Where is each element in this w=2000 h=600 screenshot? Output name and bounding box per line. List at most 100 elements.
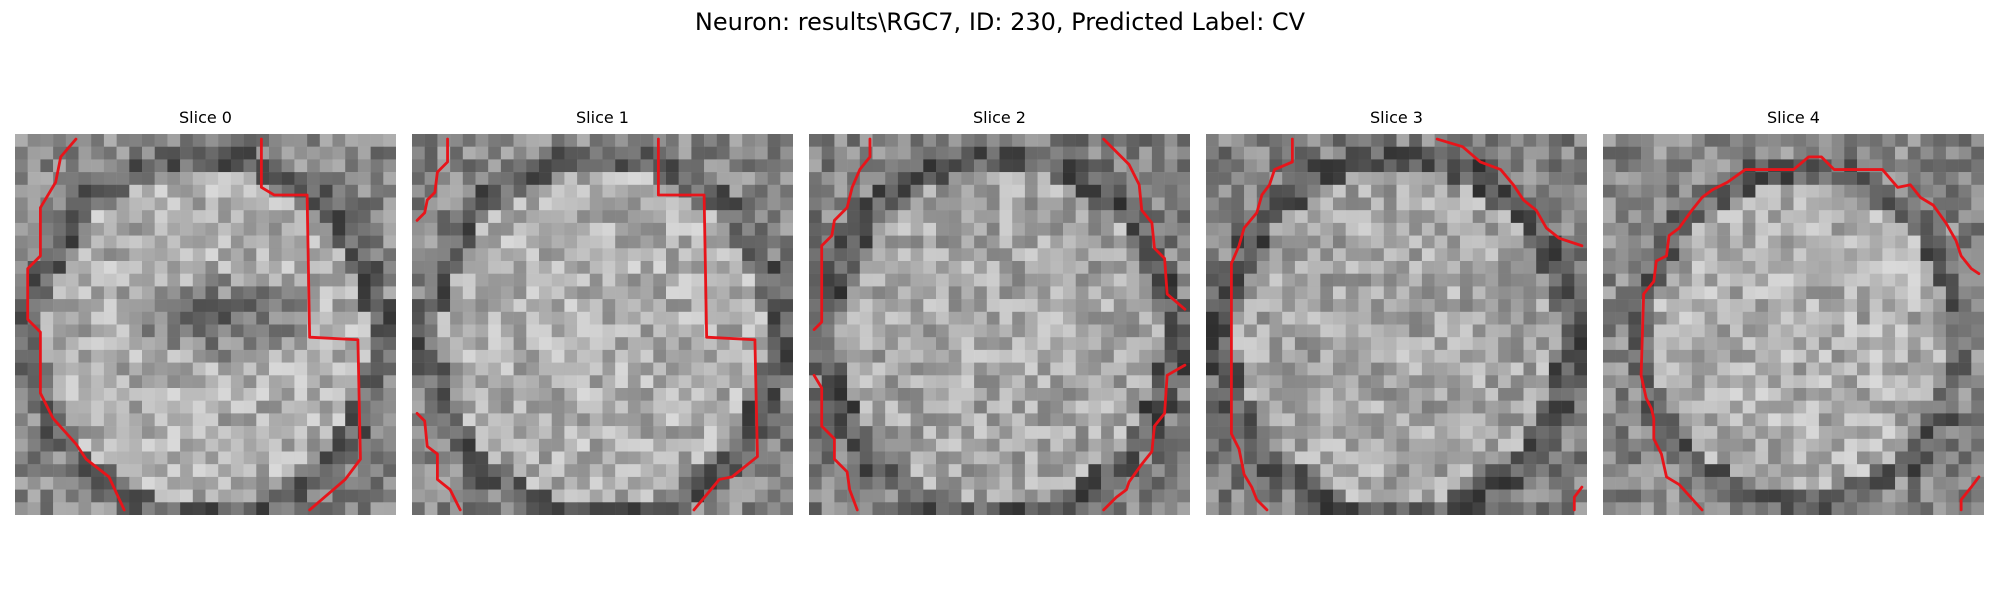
- image-pixel: [847, 210, 861, 224]
- image-pixel: [780, 438, 793, 452]
- image-pixel: [780, 134, 793, 147]
- image-pixel: [627, 235, 641, 249]
- image-pixel: [1536, 286, 1550, 300]
- image-pixel: [488, 248, 502, 262]
- image-pixel: [1383, 349, 1397, 363]
- image-pixel: [1383, 134, 1397, 147]
- image-pixel: [256, 324, 270, 338]
- image-pixel: [1421, 502, 1435, 515]
- image-pixel: [1075, 476, 1089, 490]
- image-pixel: [1113, 426, 1127, 440]
- image-pixel: [1447, 426, 1461, 440]
- image-pixel: [78, 134, 92, 147]
- image-pixel: [1907, 476, 1921, 490]
- image-pixel: [1345, 476, 1359, 490]
- image-pixel: [1933, 375, 1947, 389]
- image-pixel: [1548, 311, 1562, 325]
- image-pixel: [1691, 222, 1705, 236]
- image-pixel: [1434, 388, 1448, 401]
- image-pixel: [412, 349, 425, 363]
- image-pixel: [986, 413, 1000, 427]
- image-pixel: [589, 134, 603, 147]
- image-pixel: [1101, 146, 1115, 160]
- image-pixel: [754, 210, 768, 224]
- image-pixel: [1498, 273, 1512, 287]
- image-pixel: [1333, 222, 1346, 236]
- image-pixel: [1510, 438, 1524, 452]
- image-pixel: [269, 273, 282, 287]
- image-pixel: [1294, 134, 1308, 147]
- image-pixel: [1844, 197, 1858, 211]
- image-pixel: [716, 375, 730, 389]
- image-pixel: [767, 159, 781, 173]
- image-pixel: [269, 502, 282, 515]
- image-pixel: [1320, 134, 1334, 147]
- image-pixel: [40, 502, 54, 515]
- image-pixel: [1574, 502, 1587, 515]
- image-pixel: [383, 222, 396, 236]
- image-pixel: [1793, 273, 1807, 287]
- image-pixel: [716, 464, 730, 478]
- image-pixel: [1269, 286, 1283, 300]
- image-pixel: [1615, 210, 1629, 224]
- image-pixel: [1218, 464, 1232, 478]
- image-pixel: [974, 464, 988, 478]
- image-pixel: [116, 184, 130, 198]
- image-pixel: [1844, 210, 1858, 224]
- image-pixel: [1320, 286, 1334, 300]
- image-pixel: [15, 489, 28, 503]
- image-pixel: [847, 464, 861, 478]
- image-pixel: [1628, 324, 1642, 338]
- image-pixel: [1561, 413, 1575, 427]
- image-pixel: [1256, 400, 1270, 414]
- image-pixel: [1472, 451, 1486, 465]
- image-pixel: [729, 388, 743, 401]
- image-pixel: [767, 362, 781, 376]
- image-pixel: [513, 413, 527, 427]
- image-pixel: [1755, 451, 1769, 465]
- image-pixel: [986, 197, 1000, 211]
- image-pixel: [615, 464, 629, 478]
- image-pixel: [1831, 146, 1845, 160]
- image-pixel: [218, 324, 232, 338]
- image-pixel: [500, 261, 514, 274]
- image-pixel: [1333, 476, 1346, 490]
- image-pixel: [1447, 476, 1461, 490]
- image-pixel: [1653, 134, 1667, 147]
- image-pixel: [1793, 489, 1807, 503]
- image-pixel: [1244, 184, 1258, 198]
- image-pixel: [269, 134, 282, 147]
- image-pixel: [488, 438, 502, 452]
- image-pixel: [1256, 502, 1270, 515]
- image-pixel: [526, 134, 540, 147]
- image-pixel: [357, 476, 371, 490]
- image-pixel: [1704, 286, 1718, 300]
- image-pixel: [129, 349, 143, 363]
- image-pixel: [180, 146, 194, 160]
- image-pixel: [780, 476, 793, 490]
- image-pixel: [1717, 146, 1731, 160]
- image-pixel: [319, 464, 333, 478]
- image-pixel: [475, 134, 489, 147]
- slice-panel-1: Slice 1: [412, 106, 793, 515]
- image-pixel: [1307, 197, 1321, 211]
- image-pixel: [1012, 349, 1026, 363]
- image-pixel: [961, 464, 975, 478]
- image-pixel: [1383, 413, 1397, 427]
- image-pixel: [53, 388, 67, 401]
- image-pixel: [1050, 273, 1064, 287]
- image-pixel: [1882, 235, 1896, 249]
- image-pixel: [65, 400, 79, 414]
- image-pixel: [627, 438, 641, 452]
- image-pixel: [1628, 235, 1642, 249]
- image-pixel: [230, 146, 244, 160]
- image-pixel: [1971, 184, 1984, 198]
- image-pixel: [742, 184, 756, 198]
- image-pixel: [192, 413, 206, 427]
- image-pixel: [602, 134, 616, 147]
- image-pixel: [1409, 349, 1423, 363]
- image-pixel: [1371, 337, 1385, 351]
- image-pixel: [1218, 172, 1232, 186]
- image-pixel: [1206, 502, 1219, 515]
- image-pixel: [91, 311, 105, 325]
